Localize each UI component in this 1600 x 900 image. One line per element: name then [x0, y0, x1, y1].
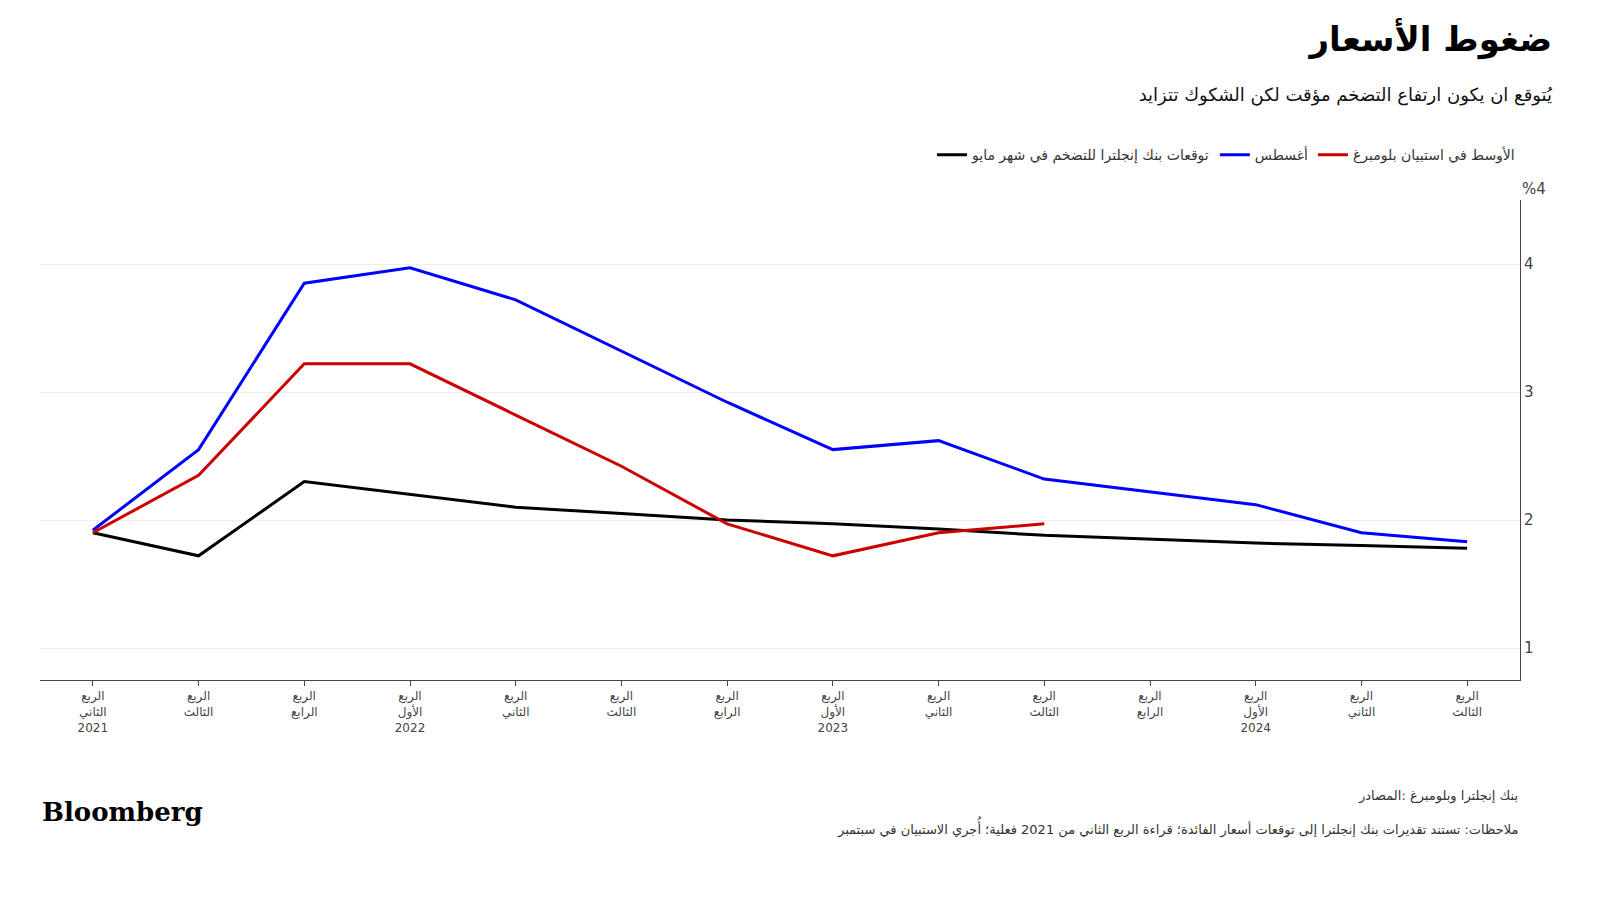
svg-text:ملاحظات: تستند تقديرات بنك إنج: ملاحظات: تستند تقديرات بنك إنجلترا إلى ت…	[837, 816, 1518, 838]
svg-text:أغسطس: أغسطس	[1255, 146, 1308, 164]
svg-text:الربعالرابع: الربعالرابع	[291, 689, 318, 720]
svg-text:الربعالثاني: الربعالثاني	[925, 689, 953, 719]
svg-text:الربعالرابع: الربعالرابع	[1137, 689, 1164, 720]
svg-text:%4: %4	[1522, 180, 1546, 198]
svg-text:3: 3	[1524, 383, 1534, 401]
svg-text:الربعالأول2022: الربعالأول2022	[395, 689, 426, 734]
svg-text:2: 2	[1524, 511, 1534, 529]
svg-text:الربعالثالث: الربعالثالث	[607, 689, 637, 719]
svg-text:الربعالثالث: الربعالثالث	[1029, 689, 1059, 719]
svg-text:بنك إنجلترا وبلومبرغ :المصادر: بنك إنجلترا وبلومبرغ :المصادر	[1358, 788, 1518, 804]
svg-text:الربعالثاني2021: الربعالثاني2021	[78, 689, 109, 734]
svg-text:الربعالأول2024: الربعالأول2024	[1240, 689, 1271, 734]
svg-text:الربعالثاني: الربعالثاني	[1348, 689, 1376, 719]
svg-text:1: 1	[1524, 639, 1534, 657]
svg-text:الربعالرابع: الربعالرابع	[714, 689, 741, 720]
svg-text:يُتوقع ان يكون ارتفاع التضخم م: يُتوقع ان يكون ارتفاع التضخم مؤقت لكن ال…	[1139, 84, 1553, 106]
svg-text:4: 4	[1524, 255, 1534, 273]
svg-text:الربعالأول2023: الربعالأول2023	[818, 689, 849, 734]
svg-text:الربعالثالث: الربعالثالث	[1452, 689, 1482, 719]
svg-text:الأوسط في استبيان بلومبرغ: الأوسط في استبيان بلومبرغ	[1353, 146, 1515, 164]
svg-text:الربعالثالث: الربعالثالث	[184, 689, 214, 719]
svg-text:ضغوط الأسعار: ضغوط الأسعار	[1308, 18, 1552, 60]
svg-text:Bloomberg: Bloomberg	[42, 797, 203, 827]
svg-text:الربعالثاني: الربعالثاني	[502, 689, 530, 719]
svg-text:توقعات بنك إنجلترا للتضخم في ش: توقعات بنك إنجلترا للتضخم في شهر مايو	[971, 147, 1209, 164]
